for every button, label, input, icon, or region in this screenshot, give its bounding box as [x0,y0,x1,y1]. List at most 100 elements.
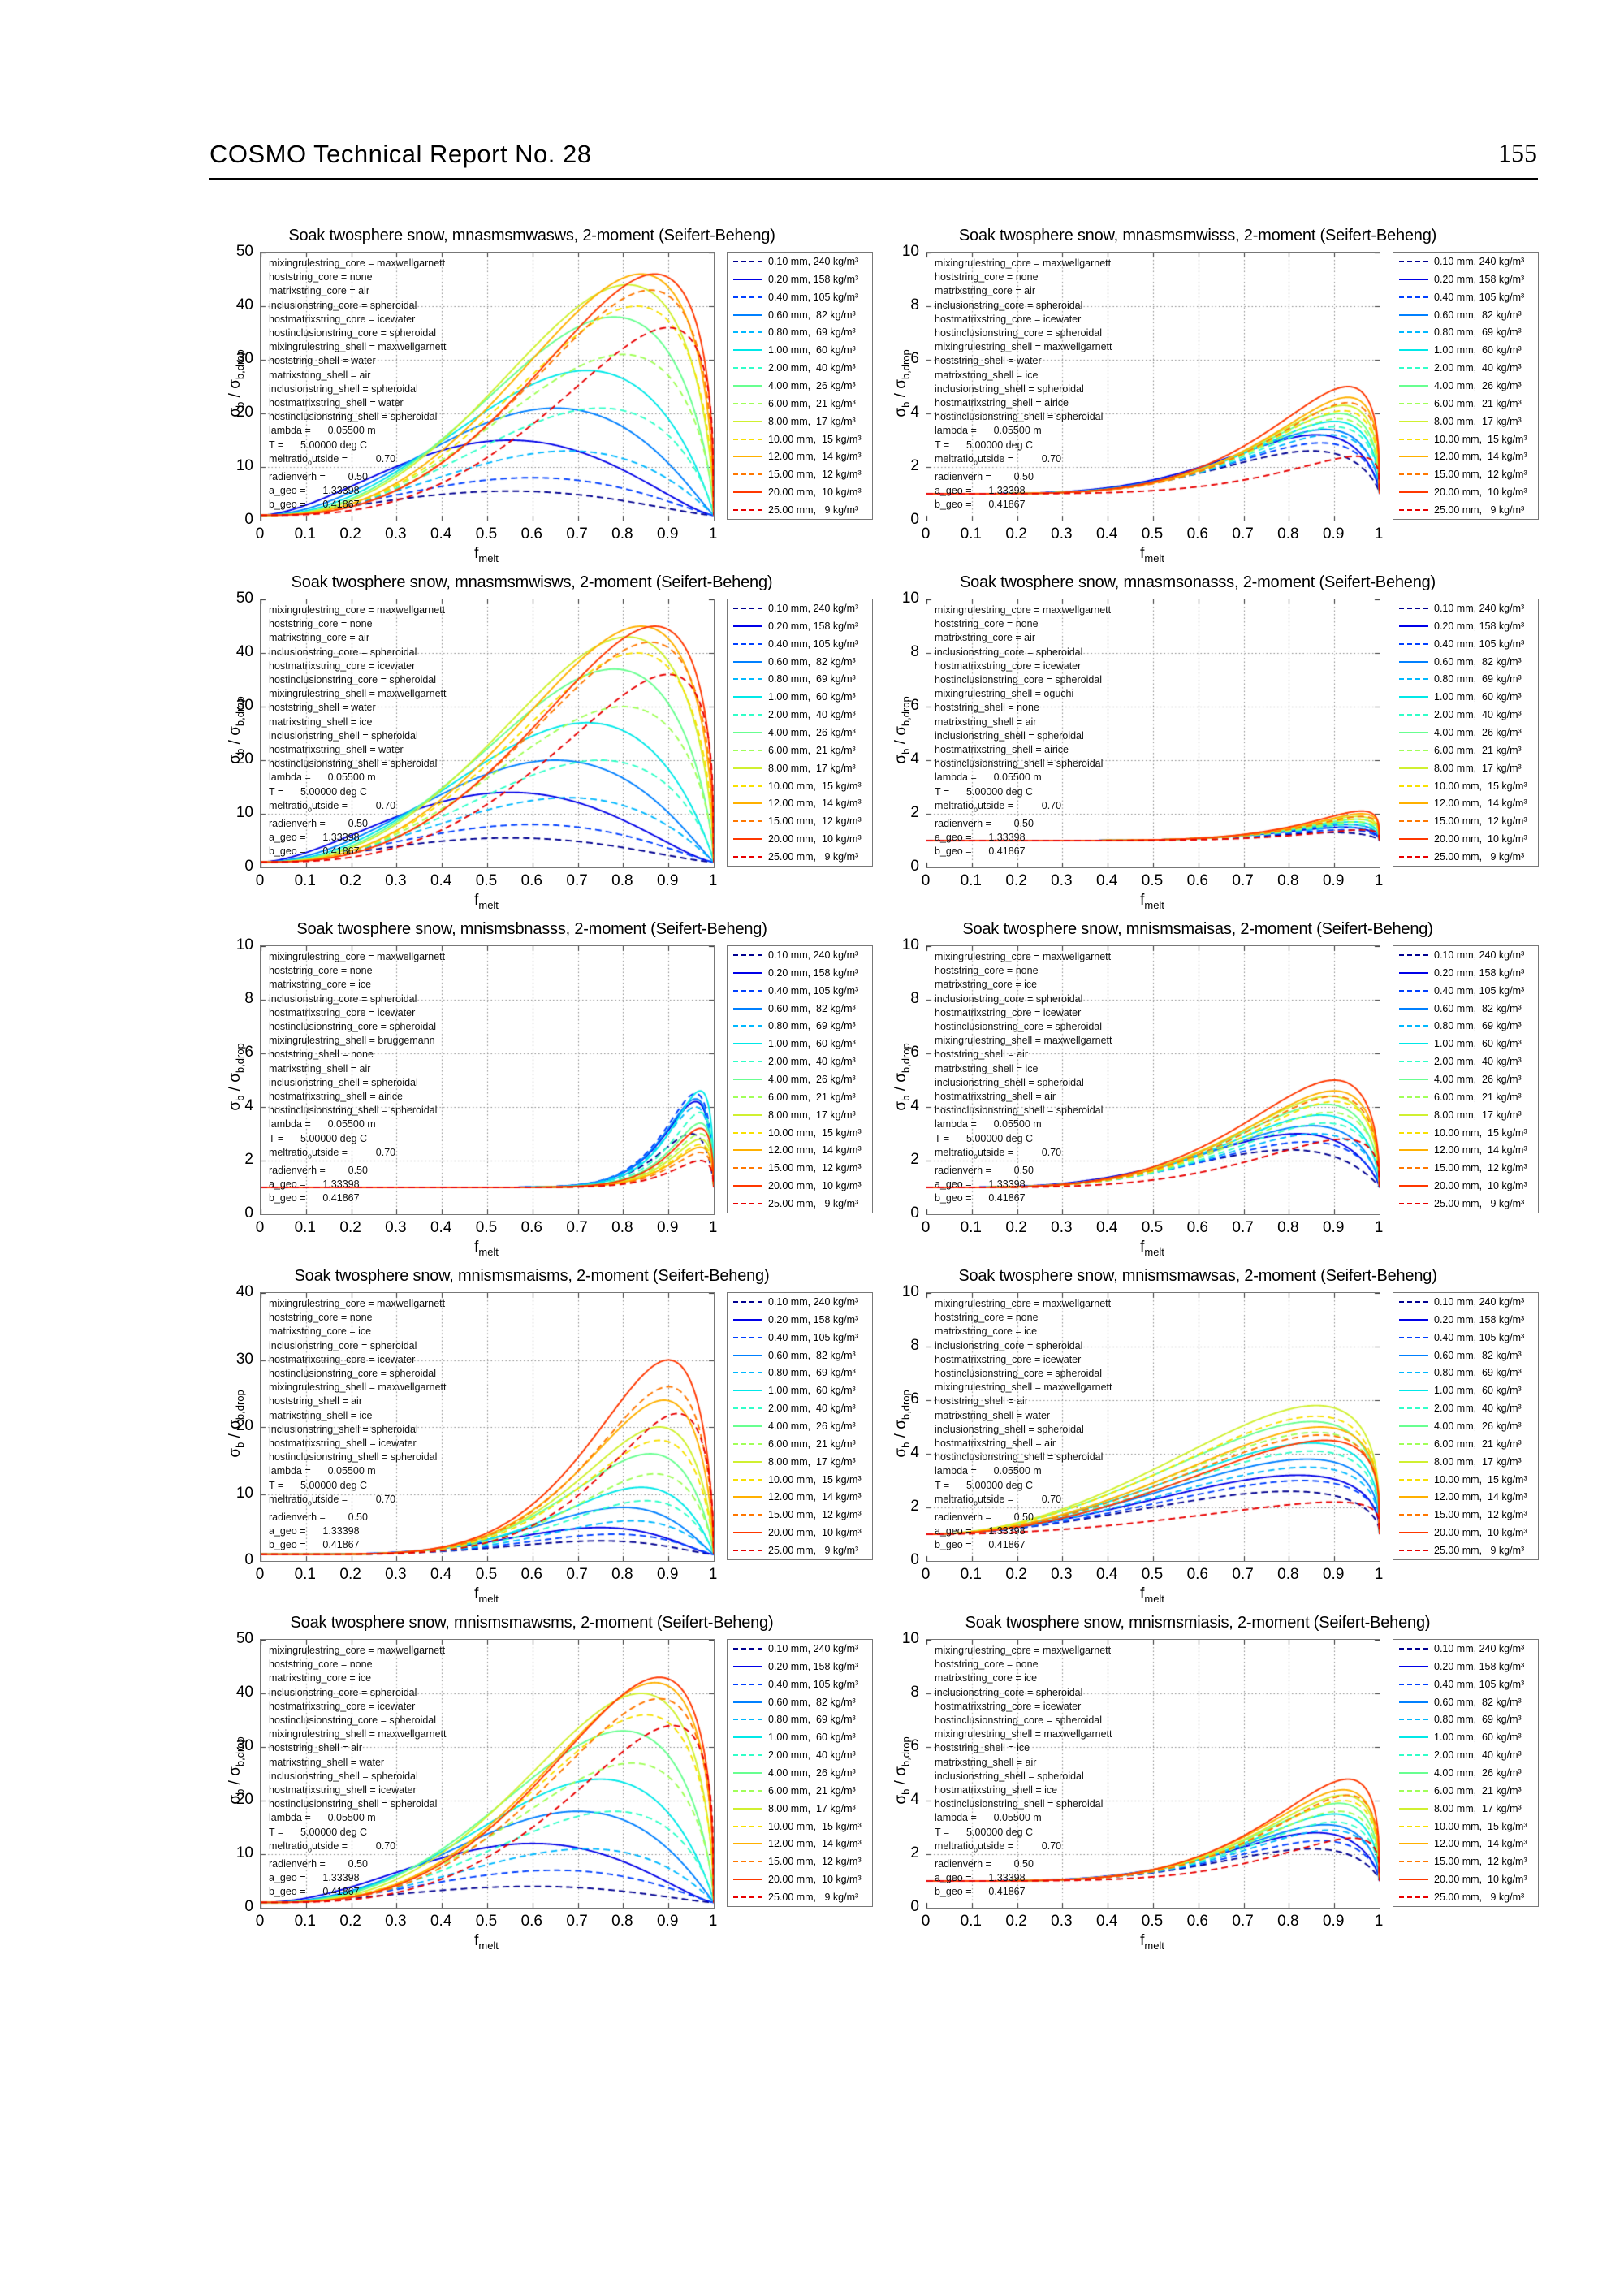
legend-line-sample [733,642,762,645]
legend-entry-label: 6.00 mm, 21 kg/m³ [1434,1438,1522,1450]
y-tick-label: 2 [910,1498,919,1515]
annotation-line: inclusionstring_shell = spheroidal [935,383,1084,395]
legend-entry: 0.20 mm, 158 kg/m³ [728,1311,872,1328]
curves-canvas [926,599,1380,867]
annotation-line: inclusionstring_shell = spheroidal [935,1423,1084,1435]
x-tick-label: 0.2 [1005,1566,1027,1583]
annotation-line: meltratiooutside = 0.70 [269,1493,396,1507]
x-axis-label: fmelt [474,1239,499,1258]
legend-line-sample [733,820,762,823]
legend-line-sample [1399,1843,1428,1845]
annotation-line: hostmatrixstring_core = icewater [269,1006,416,1018]
legend-entry: 8.00 mm, 17 kg/m³ [1393,1453,1538,1470]
legend-entry: 8.00 mm, 17 kg/m³ [1393,413,1538,430]
legend-entry-label: 8.00 mm, 17 kg/m³ [768,1109,856,1121]
annotation-line: T = 5.00000 deg C [935,1479,1034,1491]
annotation-line: matrixstring_shell = ice [269,716,373,728]
y-tick-label: 8 [910,1337,919,1354]
annotation-line: hoststring_core = none [935,1312,1039,1324]
x-tick-label: 0.5 [475,1566,498,1583]
plot-title: Soak twosphere snow, mnismsmawsas, 2-mom… [958,1267,1437,1285]
x-tick-label: 0.5 [475,525,498,543]
legend-entry: 0.80 mm, 69 kg/m³ [728,1364,872,1381]
legend-entry: 10.00 mm, 15 kg/m³ [1393,1471,1538,1488]
x-tick-label: 0.9 [656,525,679,543]
annotation-line: meltratiooutside = 0.70 [935,1840,1062,1854]
legend-entry-label: 0.80 mm, 69 kg/m³ [1434,1020,1522,1032]
legend-line-sample [1399,1096,1428,1098]
legend-line-sample [1399,625,1428,627]
annotation-line: hostmatrixstring_core = icewater [935,1353,1082,1365]
legend-entry: 0.60 mm, 82 kg/m³ [728,1693,872,1710]
legend-entry-label: 2.00 mm, 40 kg/m³ [1434,1056,1522,1068]
x-tick-label: 0.4 [430,872,452,889]
legend-line-sample [1399,1043,1428,1045]
legend-line-sample [1399,367,1428,370]
legend-entry: 6.00 mm, 21 kg/m³ [728,1088,872,1105]
y-tick-label: 10 [901,1283,919,1300]
x-tick-label: 0.9 [656,1913,679,1930]
legend-line-sample [733,1185,762,1187]
x-tick-label: 0.6 [520,525,542,543]
annotation-line: radienverh = 0.50 [269,470,368,482]
legend-line-sample [733,1825,762,1827]
annotation-line: mixingrulestring_core = maxwellgarnett [269,1298,446,1309]
annotation-line: lambda = 0.05500 m [269,425,376,437]
legend-entry-label: 12.00 mm, 14 kg/m³ [1434,1838,1527,1850]
x-tick-label: 0.6 [520,1913,542,1930]
legend-entry: 20.00 mm, 10 kg/m³ [728,1178,872,1195]
annotation-line: matrixstring_core = air [269,632,369,644]
legend-entry: 2.00 mm, 40 kg/m³ [1393,707,1538,724]
x-tick-label: 1 [1374,525,1384,543]
annotation-line: hostmatrixstring_core = icewater [935,659,1082,672]
legend-entry-label: 12.00 mm, 14 kg/m³ [1434,451,1527,463]
legend-line-sample [1399,1825,1428,1827]
legend-entry: 0.60 mm, 82 kg/m³ [728,306,872,323]
annotation-line: hostinclusionstring_shell = spheroidal [935,1798,1104,1810]
annotation-line: inclusionstring_core = spheroidal [935,1339,1083,1351]
annotation-line: hostmatrixstring_core = icewater [269,659,416,672]
legend-line-sample [1399,1549,1428,1551]
legend-entry-label: 0.80 mm, 69 kg/m³ [768,1020,856,1032]
legend-entry-label: 1.00 mm, 60 kg/m³ [768,1385,856,1397]
annotation-line: meltratiooutside = 0.70 [935,799,1062,814]
curves-canvas [261,1293,714,1561]
annotation-line: hoststring_shell = water [935,355,1042,367]
legend-entry-label: 6.00 mm, 21 kg/m³ [768,1438,856,1450]
legend-entry: 0.80 mm, 69 kg/m³ [728,324,872,341]
x-tick-label: 0.6 [1186,1566,1208,1583]
legend-line-sample [1399,1736,1428,1739]
annotation-line: hoststring_shell = air [269,1395,362,1407]
annotation-line: T = 5.00000 deg C [269,439,368,451]
x-tick-label: 0.9 [656,872,679,889]
annotation-line: matrixstring_core = ice [935,1672,1038,1684]
plot-title: Soak twosphere snow, mnasmsmwisss, 2-mom… [958,227,1437,244]
y-axis-label: σb / σb,drop [892,1736,912,1805]
legend-entry: 6.00 mm, 21 kg/m³ [728,1782,872,1799]
y-tick-label: 10 [235,457,253,474]
legend-entry-label: 8.00 mm, 17 kg/m³ [1434,1802,1522,1814]
legend-line-sample [1399,1701,1428,1703]
legend-line-sample [1399,278,1428,280]
annotation-line: meltratiooutside = 0.70 [935,1493,1062,1507]
legend-entry-label: 0.10 mm, 240 kg/m³ [768,1295,859,1308]
parameter-annotations: mixingrulestring_core = maxwellgarnett ho… [935,257,1112,512]
legend-line-sample [733,1442,762,1445]
annotation-line: hostmatrixstring_shell = airice [935,744,1069,756]
legend-entry-label: 15.00 mm, 12 kg/m³ [768,469,862,481]
annotation-line: hostmatrixstring_shell = water [269,397,404,409]
annotation-line: hoststring_core = none [269,271,373,283]
legend-entry: 12.00 mm, 14 kg/m³ [728,1142,872,1159]
legend-entry: 0.40 mm, 105 kg/m³ [1393,1676,1538,1693]
plot-cell-9: Soak twosphere snow, mnismsmawsms, 2-mom… [203,1611,877,1957]
legend-entry: 8.00 mm, 17 kg/m³ [728,413,872,430]
legend-line-sample [1399,1300,1428,1303]
legend-entry: 0.10 mm, 240 kg/m³ [728,599,872,616]
legend-entry: 0.10 mm, 240 kg/m³ [1393,599,1538,616]
legend-line-sample [733,1549,762,1551]
legend-entry-label: 10.00 mm, 15 kg/m³ [1434,1820,1527,1832]
legend-entry-label: 4.00 mm, 26 kg/m³ [1434,1766,1522,1779]
annotation-line: inclusionstring_shell = spheroidal [269,1770,418,1782]
legend-entry-label: 0.40 mm, 105 kg/m³ [768,984,859,997]
legend-entry-label: 4.00 mm, 26 kg/m³ [768,1073,856,1085]
